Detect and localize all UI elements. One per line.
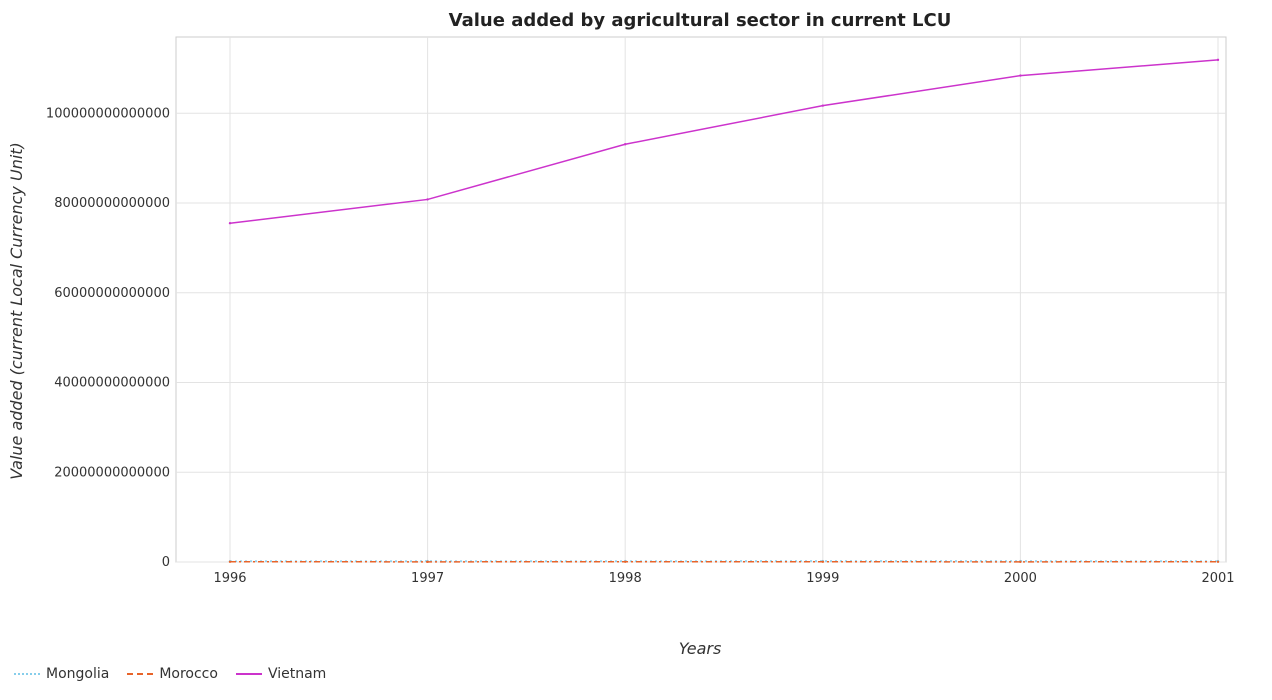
legend-label: Morocco xyxy=(159,666,218,682)
legend-item-mongolia: Mongolia xyxy=(14,666,109,682)
series-layer xyxy=(228,58,1220,564)
data-point-vietnam xyxy=(426,198,429,201)
x-tick-label: 1996 xyxy=(213,571,246,586)
legend-swatch xyxy=(127,673,154,675)
chart-title: Value added by agricultural sector in cu… xyxy=(449,10,952,31)
x-tick-label: 2000 xyxy=(1004,571,1037,586)
y-tick-label: 20000000000000 xyxy=(54,465,170,480)
data-point-morocco xyxy=(624,560,627,563)
data-point-vietnam xyxy=(624,143,627,146)
data-point-morocco xyxy=(426,560,429,564)
x-axis-label: Years xyxy=(679,639,722,658)
plot-frame xyxy=(175,36,1227,563)
line-chart: Value added by agricultural sector in cu… xyxy=(7,10,1235,658)
y-tick-label: 40000000000000 xyxy=(54,376,170,391)
x-tick-label: 1997 xyxy=(411,571,444,586)
legend-item-vietnam: Vietnam xyxy=(235,666,327,682)
data-point-morocco xyxy=(1216,560,1220,563)
x-tick-label: 1999 xyxy=(806,571,839,586)
grid xyxy=(175,36,1227,563)
data-point-morocco xyxy=(228,560,232,563)
legend-swatch xyxy=(14,673,40,675)
data-point-vietnam xyxy=(1216,58,1220,62)
legend: Mongolia Morocco Vietnam xyxy=(14,666,326,682)
x-tick-label: 1998 xyxy=(609,571,642,586)
x-tick-label: 2001 xyxy=(1201,571,1234,586)
series-line-vietnam xyxy=(229,59,1219,224)
axes: 0 20000000000000 40000000000000 60000000000… xyxy=(46,106,1235,586)
legend-item-morocco: Morocco xyxy=(127,666,218,682)
data-point-vietnam xyxy=(228,222,232,225)
y-axis-label: Value added (current Local Currency Unit… xyxy=(7,142,26,480)
data-point-vietnam xyxy=(1019,74,1022,77)
legend-label: Vietnam xyxy=(267,666,327,682)
y-tick-label: 0 xyxy=(162,555,170,570)
legend-swatch xyxy=(235,673,262,675)
legend-label: Mongolia xyxy=(46,666,110,682)
y-tick-label: 60000000000000 xyxy=(54,286,170,301)
y-tick-label: 100000000000000 xyxy=(46,106,170,121)
y-tick-label: 80000000000000 xyxy=(54,196,170,211)
data-point-morocco xyxy=(821,560,824,564)
data-point-morocco xyxy=(1019,560,1022,564)
data-point-vietnam xyxy=(821,104,824,107)
